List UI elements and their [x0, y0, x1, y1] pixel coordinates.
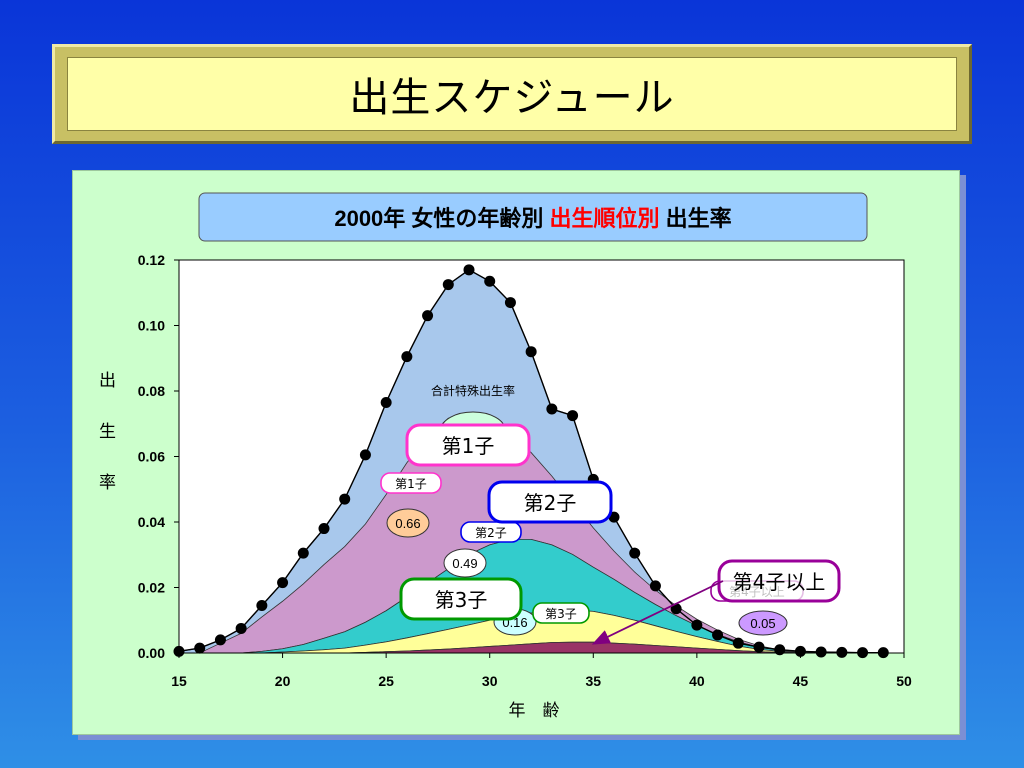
data-point: [670, 603, 682, 615]
chart-title-part-0: 2000年 女性の年齢別: [334, 206, 549, 231]
data-point: [318, 523, 330, 535]
y-tick-label: 0.12: [138, 252, 165, 268]
value-label: 0.05: [750, 616, 775, 631]
annotation-box: [460, 521, 522, 543]
legend-box: [405, 423, 531, 467]
legend-label: 第3子: [435, 588, 488, 612]
annotation-box: [532, 602, 590, 624]
x-axis-label: 年 齢: [509, 701, 560, 721]
data-point: [401, 351, 413, 363]
legend-box: [399, 577, 523, 621]
x-tick-label: 15: [171, 673, 187, 689]
value-label: 0.66: [395, 516, 420, 531]
annotation-label: 第1子: [395, 477, 427, 491]
x-tick-label: 30: [482, 673, 498, 689]
data-point: [504, 297, 516, 309]
x-tick-label: 40: [689, 673, 705, 689]
data-point: [691, 619, 703, 631]
x-tick-label: 25: [378, 673, 394, 689]
data-point: [815, 646, 827, 658]
y-tick-label: 0.08: [138, 383, 165, 399]
value-oval: [738, 610, 788, 636]
legend-box: [717, 559, 841, 603]
data-point: [380, 396, 392, 408]
data-point: [194, 642, 206, 654]
value-oval: [443, 548, 487, 578]
data-point: [525, 346, 537, 358]
y-axis-label-char: 出: [99, 371, 116, 391]
legend-label: 第1子: [442, 434, 495, 458]
data-point: [214, 634, 226, 646]
y-axis-label: 出生率: [99, 371, 116, 493]
annotation-box: [380, 472, 442, 494]
data-point: [422, 310, 434, 322]
x-tick-label: 45: [793, 673, 809, 689]
data-point: [774, 644, 786, 656]
chart-title-part-2: 出生率: [660, 206, 732, 231]
chart-title-box: [198, 192, 868, 242]
data-point: [794, 645, 806, 657]
data-point: [442, 279, 454, 291]
chart-title-part-1: 出生順位別: [550, 206, 660, 231]
data-point: [649, 580, 661, 592]
data-point: [629, 547, 641, 559]
y-tick-label: 0.06: [138, 449, 165, 465]
annotation-label: 第2子: [475, 526, 507, 540]
chart-title: 2000年 女性の年齢別 出生順位別 出生率: [334, 206, 731, 231]
y-tick-label: 0.04: [138, 514, 165, 530]
y-axis-label-char: 率: [99, 473, 116, 493]
title-frame: 出生スケジュール: [52, 44, 972, 144]
chart-svg: 2000年 女性の年齢別 出生順位別 出生率 出生率 年 齢 0.000.020…: [99, 192, 912, 721]
data-point: [836, 646, 848, 658]
legend-label: 第4子以上: [733, 570, 826, 594]
data-point: [753, 641, 765, 653]
legend-label: 第2子: [524, 491, 577, 515]
data-point: [546, 403, 558, 415]
data-point: [567, 410, 579, 422]
chart-panel: 2000年 女性の年齢別 出生順位別 出生率 出生率 年 齢 0.00 0.02 0…: [72, 170, 960, 735]
x-tick-label: 50: [896, 673, 912, 689]
data-point: [339, 493, 351, 505]
annotation-label: 第3子: [545, 607, 577, 621]
data-point: [297, 547, 309, 559]
data-point: [484, 275, 496, 287]
annotation-total: 合計特殊出生率: [431, 383, 515, 398]
y-axis-label-char: 生: [99, 422, 116, 442]
x-tick-label: 20: [275, 673, 291, 689]
y-tick-label: 0.02: [138, 580, 165, 596]
slide-title: 出生スケジュール: [349, 75, 675, 121]
data-point: [712, 629, 724, 641]
data-point: [277, 577, 289, 589]
y-tick-label: 0.00: [138, 645, 165, 661]
value-oval: [386, 508, 430, 538]
y-tick-label: 0.10: [138, 318, 165, 334]
title-box: 出生スケジュール: [67, 57, 957, 131]
data-point: [359, 449, 371, 461]
legend-box: [487, 480, 613, 524]
data-point: [256, 600, 268, 612]
data-point: [463, 264, 475, 276]
data-point: [235, 622, 247, 634]
value-label: 0.49: [452, 556, 477, 571]
arrow-4th-child: [591, 580, 724, 645]
x-tick-label: 35: [585, 673, 601, 689]
data-point: [732, 637, 744, 649]
